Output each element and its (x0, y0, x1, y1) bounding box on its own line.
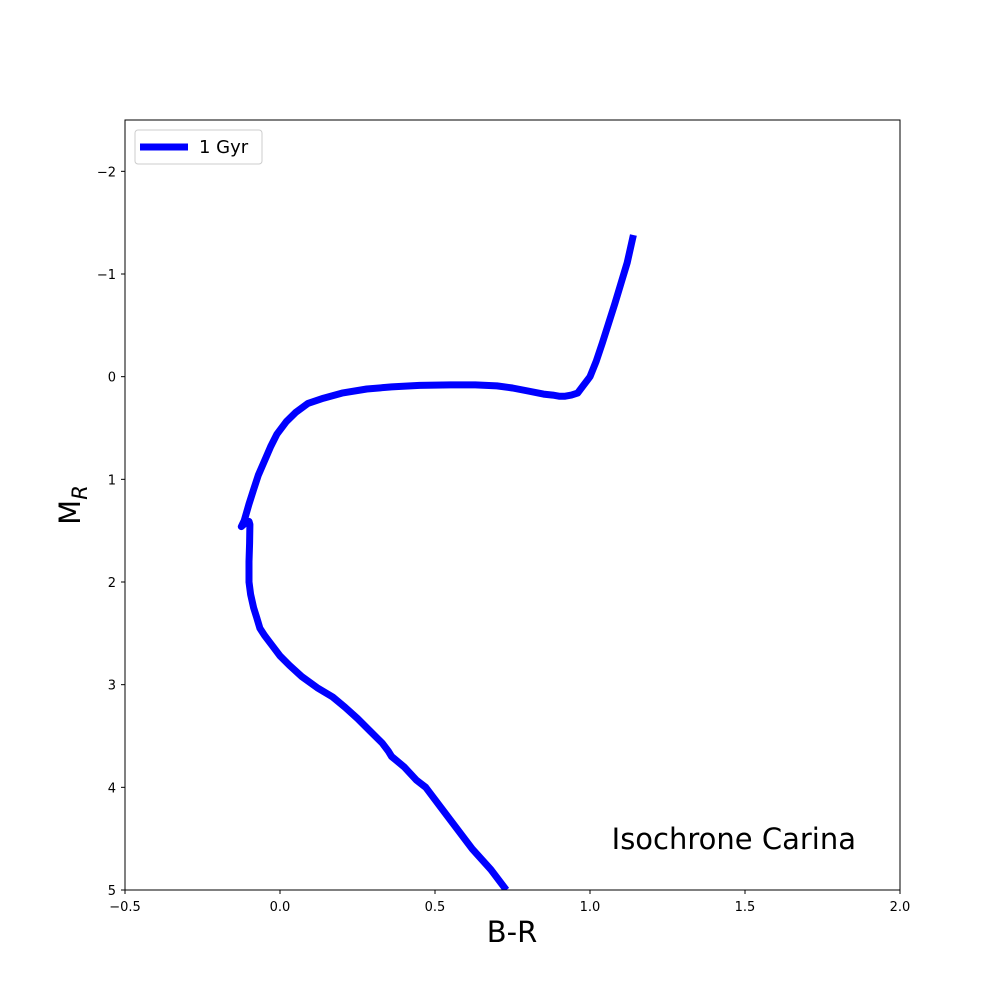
y-tick-label: 5 (108, 884, 116, 899)
y-tick-label: −1 (97, 268, 116, 283)
y-tick-label: 3 (108, 679, 116, 694)
y-axis-label-subscript: R (68, 485, 92, 500)
plot-area (125, 120, 900, 890)
y-axis-label-main: M (53, 500, 87, 525)
legend: 1 Gyr (134, 129, 263, 165)
y-axis-ticks: −2 −1 0 1 2 3 4 5 (97, 165, 125, 899)
x-tick-label: 1.5 (735, 900, 756, 915)
y-tick-label: 4 (108, 781, 116, 796)
x-tick-label: 2.0 (890, 900, 911, 915)
plot-frame (124, 119, 901, 891)
legend-label: 1 Gyr (199, 137, 249, 158)
x-tick-label: −0.5 (109, 900, 141, 915)
y-tick-label: 1 (108, 473, 116, 488)
x-axis-label: B-R (487, 915, 538, 949)
x-tick-label: 1.0 (580, 900, 601, 915)
series-line-1gyr (237, 234, 637, 890)
y-axis-label: MR (53, 485, 92, 525)
x-axis-ticks: −0.5 0.0 0.5 1.0 1.5 2.0 (109, 890, 910, 915)
y-tick-label: 2 (108, 576, 116, 591)
series-layer (237, 234, 637, 890)
x-tick-label: 0.5 (425, 900, 446, 915)
legend-box (134, 129, 263, 165)
y-tick-label: 0 (108, 371, 116, 386)
x-tick-label: 0.0 (270, 900, 291, 915)
chart-annotation: Isochrone Carina (612, 822, 856, 856)
y-tick-label: −2 (97, 165, 116, 180)
